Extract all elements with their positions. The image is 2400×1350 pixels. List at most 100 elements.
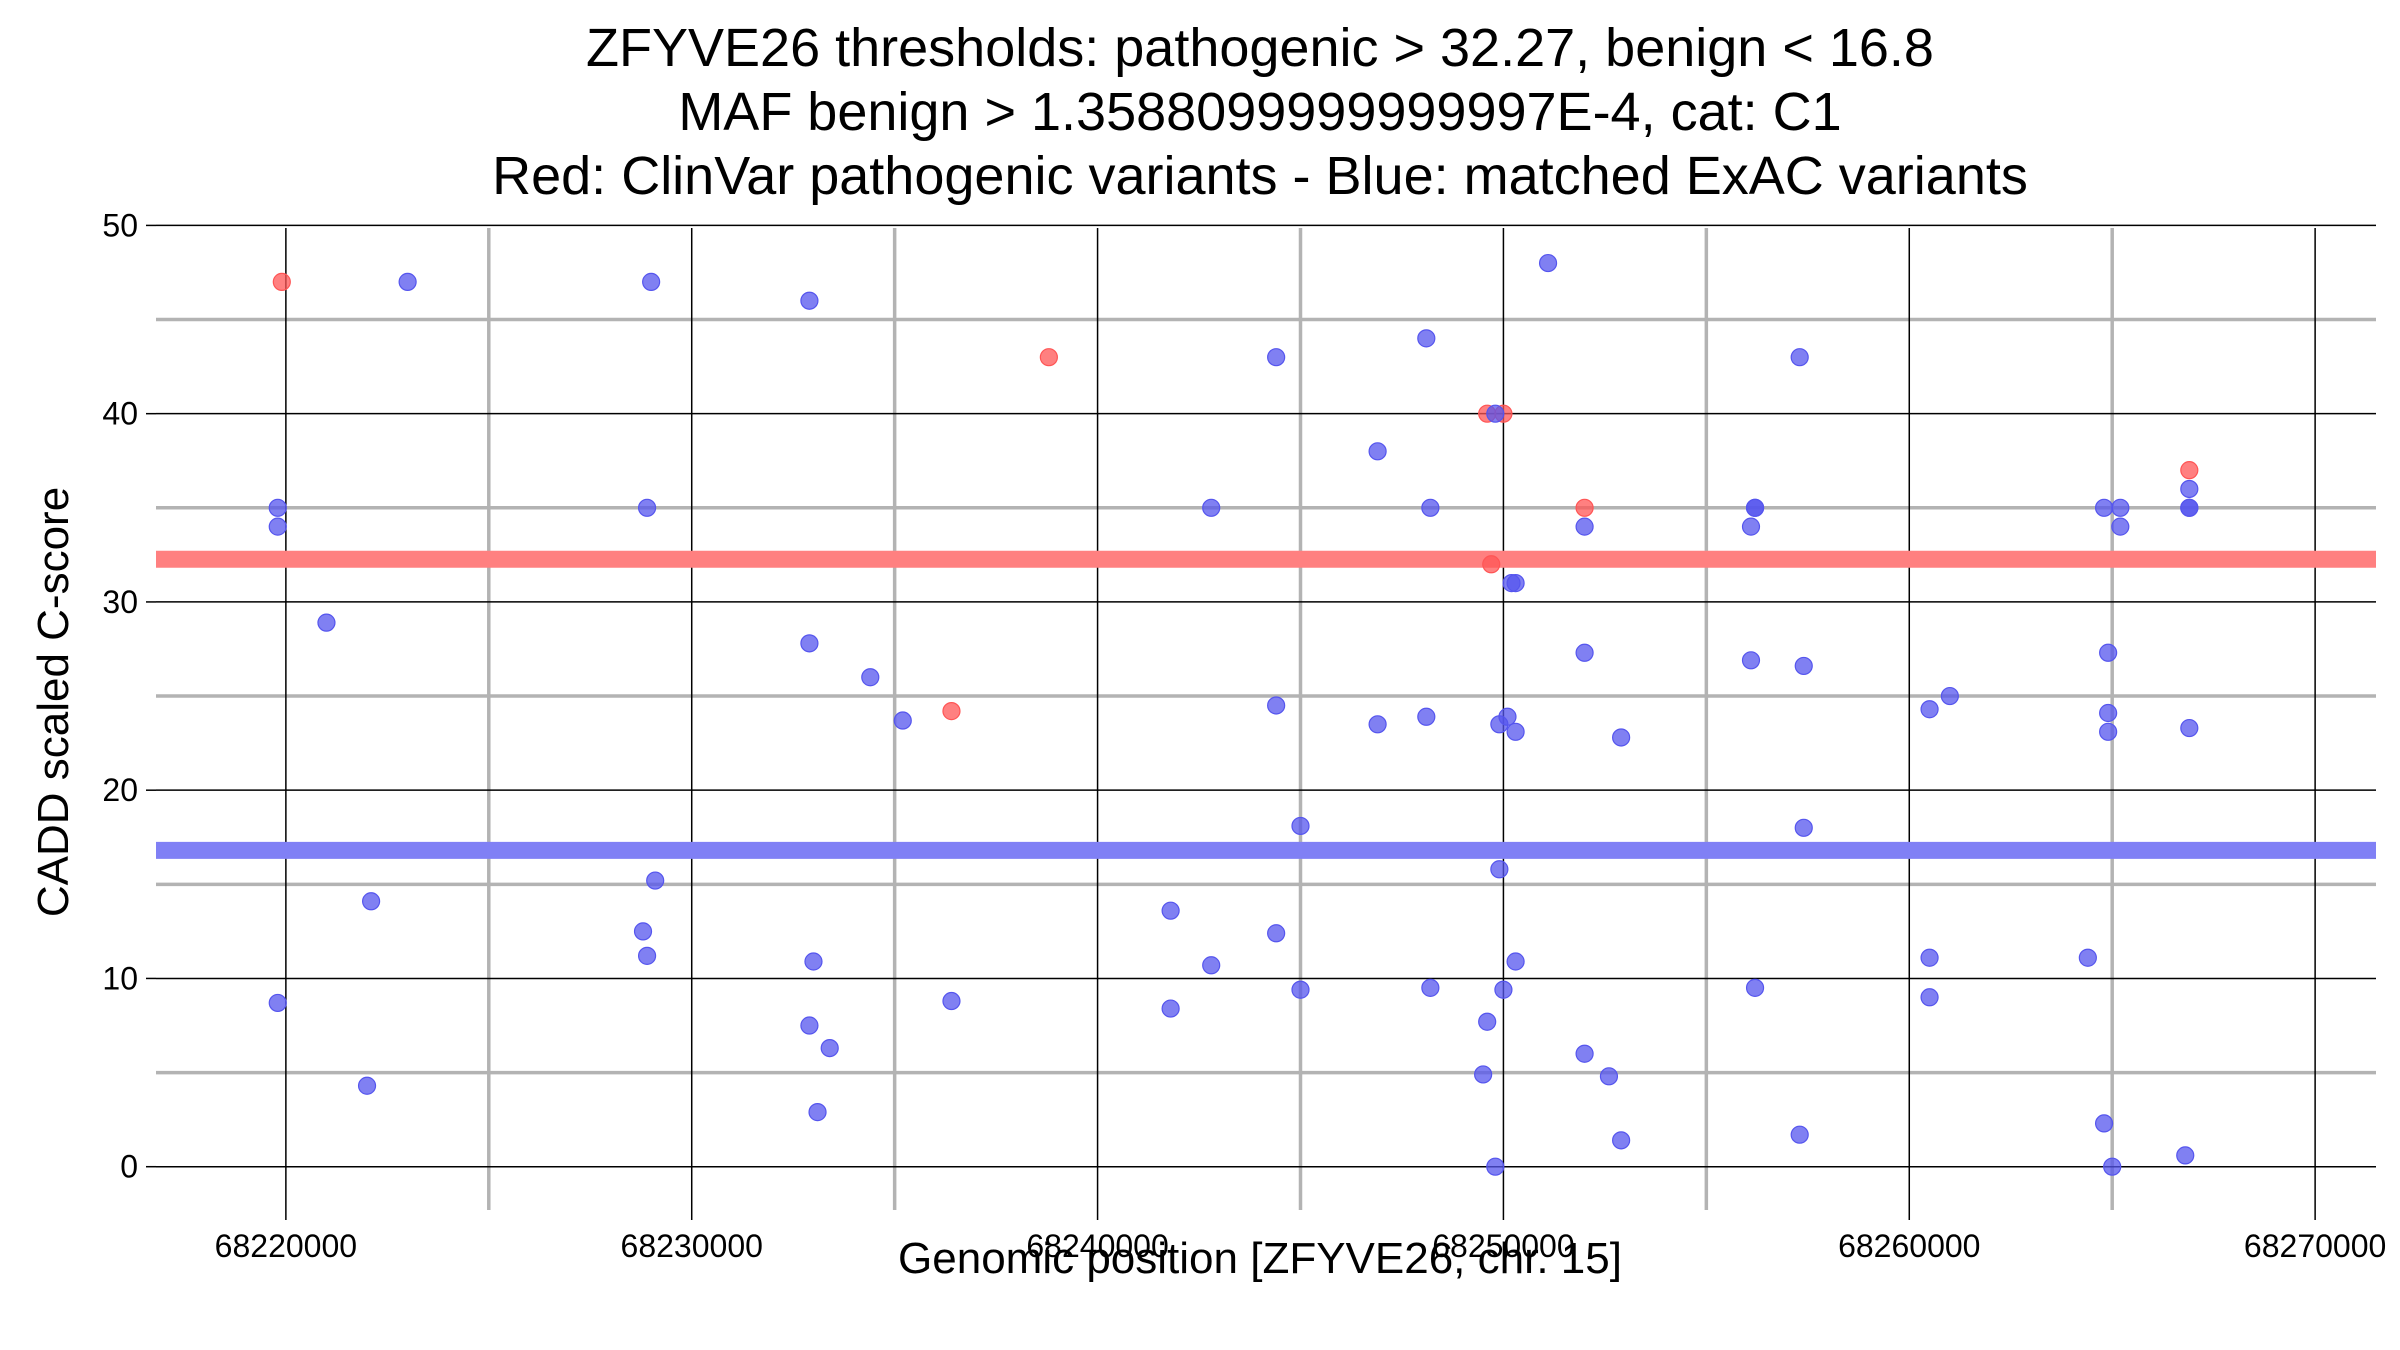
exac-point [1940,686,1959,706]
exac-point [1486,1157,1505,1176]
exac-point [1575,1044,1594,1063]
exac-point [642,272,661,291]
exac-point [268,517,287,536]
y-tick-label: 40 [102,396,138,432]
exac-point [1161,901,1180,920]
axes: 0 10 20 30 40 50 68220000 68230000 68240000 68250… [102,207,2386,1264]
exac-point [2111,517,2130,536]
y-tick-label: 10 [102,960,138,996]
exac-point [1538,253,1558,273]
threshold-lines [156,550,2376,859]
exac-point [1417,329,1436,348]
pathogenic-point [942,702,961,721]
exac-point [800,1016,819,1035]
pathogenic-point [1039,348,1058,367]
pathogenic-point [2180,461,2199,480]
exac-point [2180,718,2199,738]
y-axis-title: CADD scaled C-score [29,487,78,917]
x-tick-label: 68250000 [1432,1228,1574,1264]
exac-point [800,634,819,653]
exac-point [1794,818,1813,837]
exac-point [2099,703,2118,723]
exac-point [1506,574,1525,593]
pathogenic-point [1575,498,1594,517]
exac-point [637,946,657,965]
exac-point [1920,948,1939,967]
exac-point [1745,498,1765,517]
exac-point [268,993,287,1013]
exac-point [1486,404,1505,423]
exac-point [1490,860,1509,879]
exac-point [1267,924,1286,943]
pathogenic-point [1482,555,1501,574]
exac-point [2176,1146,2195,1165]
exac-point [1920,700,1939,719]
chart-title-line-2: MAF benign > 1.3588099999999997E-4, cat:… [678,82,1841,142]
y-tick-label: 0 [120,1149,138,1185]
exac-point [1368,442,1387,461]
y-tick-label: 30 [102,584,138,620]
pathogenic-point [272,272,291,291]
x-tick-label: 68240000 [1026,1228,1168,1264]
chart-title-line-1: ZFYVE26 thresholds: pathogenic > 32.27, … [586,18,1934,78]
exac-point [2094,1114,2114,1133]
exac-point [2099,722,2118,741]
exac-point [1291,980,1310,999]
exac-point [2103,1157,2122,1176]
exac-point [1612,1131,1631,1150]
exac-point [1498,707,1517,726]
exac-point [362,892,381,911]
exac-point [1506,952,1525,971]
exac-point [1575,517,1594,536]
exac-point [2078,948,2097,967]
x-axis-title: Genomic position [ZFYVE26, chr. 15] [898,1234,1622,1283]
chart-title-line-3: Red: ClinVar pathogenic variants - Blue:… [492,146,2028,206]
exac-point [1575,643,1594,662]
exac-point [1745,978,1765,997]
exac-point [1368,715,1387,734]
exac-point [2111,498,2130,517]
y-tick-label: 50 [102,207,138,243]
exac-point [1612,728,1631,747]
exac-point [1161,999,1180,1018]
exac-point [800,291,819,310]
grid-lines [156,224,2376,1210]
exac-point [808,1103,827,1122]
exac-point [633,922,653,941]
exac-point [1267,348,1286,367]
exac-point [2180,479,2199,499]
exac-point [2180,498,2199,517]
exac-point [1291,816,1310,836]
exac-point [2094,498,2114,517]
x-tick-label: 68260000 [1838,1228,1980,1264]
exac-point [804,952,823,971]
exac-point [317,613,336,632]
exac-point [1421,498,1440,517]
exac-point [398,272,417,291]
exac-point [1790,348,1809,367]
exac-point [1421,978,1440,997]
y-tick-label: 20 [102,772,138,808]
exac-point [1506,722,1525,741]
exac-point [893,711,912,730]
exac-point [1478,1012,1497,1031]
exac-point [1790,1125,1809,1144]
exac-point [1741,651,1761,670]
exac-point [1599,1067,1619,1086]
x-tick-label: 68230000 [621,1228,763,1264]
exac-point [1202,498,1221,517]
exac-point [1202,956,1221,975]
exac-point [1741,517,1761,536]
exac-point [1494,980,1513,999]
exac-point [861,668,880,687]
exac-point [646,871,665,890]
exac-point [1267,696,1286,715]
exac-point [1417,707,1436,726]
exac-point [268,498,287,517]
data-points [268,253,2199,1176]
exac-point [1474,1065,1493,1084]
exac-point [637,498,657,517]
exac-point [357,1076,377,1095]
exac-point [2099,643,2118,662]
